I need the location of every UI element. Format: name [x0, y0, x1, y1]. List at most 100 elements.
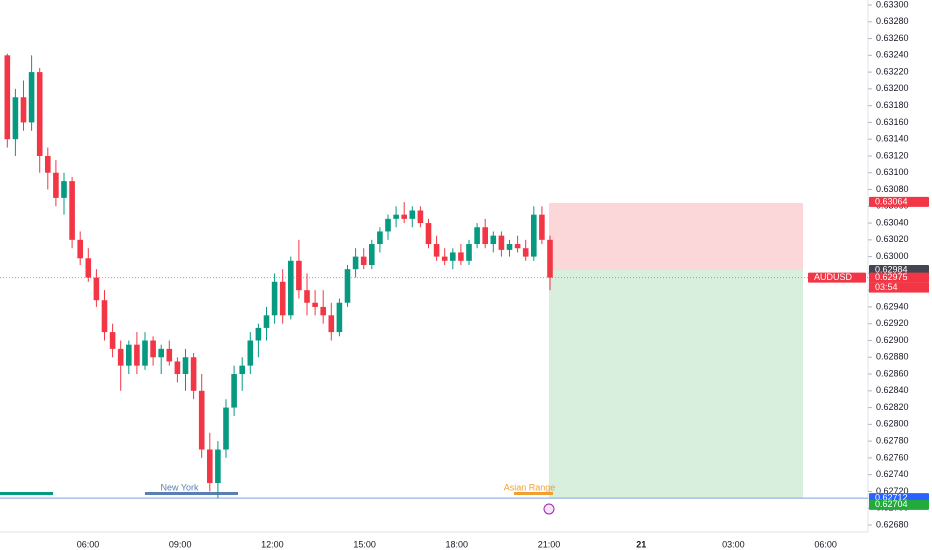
y-tick-label: 0.63100 — [876, 167, 909, 177]
candle-body — [174, 361, 181, 375]
candle-body — [450, 252, 456, 261]
candle-body — [190, 357, 197, 391]
candle-body — [231, 374, 237, 408]
event-icon — [543, 503, 555, 515]
candle-body — [182, 357, 189, 375]
x-tick-label: 18:00 — [446, 539, 469, 549]
candle-body — [539, 214, 545, 240]
y-tick-label: 0.63000 — [876, 251, 909, 261]
candle-body — [4, 55, 11, 140]
candle-body — [498, 235, 505, 250]
y-tick-label: 0.62920 — [876, 318, 909, 328]
y-tick-label: 0.62680 — [876, 519, 909, 529]
candle-body — [271, 281, 278, 316]
y-tick-label: 0.63160 — [876, 117, 909, 127]
session-bar — [514, 492, 553, 495]
candle-body — [482, 227, 488, 245]
candle-body — [425, 223, 432, 245]
candle-body — [207, 449, 213, 484]
candle-body — [547, 239, 553, 278]
candle-body — [304, 290, 310, 303]
candle-body — [69, 181, 75, 240]
x-tick-label: 15:00 — [353, 539, 376, 549]
y-tick-label: 0.62720 — [876, 486, 909, 496]
y-tick-label: 0.63300 — [876, 0, 909, 9]
candle-body — [328, 315, 335, 333]
candle-body — [409, 210, 416, 219]
candle-body — [474, 227, 480, 245]
price-tag-label: 0.62975 — [875, 272, 908, 282]
candle-body — [441, 256, 448, 261]
y-tick-label: 0.63180 — [876, 100, 909, 110]
target-zone — [549, 270, 803, 499]
countdown-tag — [869, 282, 929, 293]
y-tick-label: 0.63260 — [876, 33, 909, 43]
candle-body — [166, 348, 173, 362]
candle-body — [101, 300, 108, 333]
candle-body — [433, 244, 440, 257]
candle-body — [215, 449, 221, 484]
candle-body — [85, 258, 92, 278]
candle-body — [458, 252, 464, 261]
candle-body — [247, 340, 254, 366]
y-tick-label: 0.62760 — [876, 452, 909, 462]
y-tick-label: 0.63120 — [876, 150, 909, 160]
candle-body — [158, 348, 164, 358]
x-tick-label: 09:00 — [169, 539, 192, 549]
session-bar — [145, 492, 238, 495]
symbol-label: AUDUSD — [814, 272, 853, 282]
candle-body — [263, 315, 270, 328]
y-tick-label: 0.63080 — [876, 184, 909, 194]
candle-body — [369, 244, 375, 265]
candle-body — [198, 390, 205, 450]
y-tick-label: 0.62860 — [876, 368, 909, 378]
candle-body — [126, 344, 132, 366]
candle-body — [279, 281, 286, 316]
candle-body — [150, 340, 156, 358]
countdown-label: 03:54 — [875, 282, 898, 292]
candle-body — [417, 210, 424, 224]
x-tick-label: 06:00 — [814, 539, 837, 549]
candle-body — [352, 256, 359, 270]
price-tag — [869, 272, 929, 283]
candle-body — [61, 181, 67, 198]
y-tick-label: 0.62780 — [876, 436, 909, 446]
candle-body — [93, 277, 100, 301]
candle-body — [109, 332, 116, 349]
candle-body — [288, 260, 294, 316]
candle-body — [514, 244, 521, 249]
candle-body — [393, 214, 399, 219]
candle-body — [466, 244, 472, 261]
candle-body — [377, 231, 383, 245]
price-tag-label: 0.62984 — [875, 264, 908, 274]
candle-body — [53, 172, 59, 198]
candle-body — [117, 348, 124, 366]
candle-body — [20, 97, 27, 123]
candle-body — [255, 327, 262, 341]
session-bar — [0, 492, 53, 495]
y-tick-label: 0.63280 — [876, 16, 909, 26]
y-tick-label: 0.62880 — [876, 352, 909, 362]
x-tick-label: 06:00 — [77, 539, 100, 549]
candle-body — [506, 244, 513, 250]
candle-body — [320, 306, 326, 316]
stop-zone — [549, 202, 803, 271]
candle-body — [385, 218, 391, 232]
candle-body — [134, 344, 140, 366]
candle-body — [490, 235, 497, 245]
price-tag — [869, 196, 929, 207]
y-tick-label: 0.62900 — [876, 335, 909, 345]
x-tick-label: 21:00 — [538, 539, 561, 549]
x-tick-label: 21 — [636, 539, 646, 549]
candle-body — [336, 302, 343, 333]
candle-body — [45, 155, 51, 173]
y-tick-label: 0.62940 — [876, 301, 909, 311]
session-label: Asian Range — [504, 482, 556, 492]
x-tick-label: 03:00 — [722, 539, 745, 549]
price-tag-label: 0.62712 — [875, 493, 908, 503]
y-tick-label: 0.63020 — [876, 234, 909, 244]
y-tick-label: 0.62820 — [876, 402, 909, 412]
candle-body — [142, 340, 148, 366]
candle-body — [360, 256, 367, 265]
